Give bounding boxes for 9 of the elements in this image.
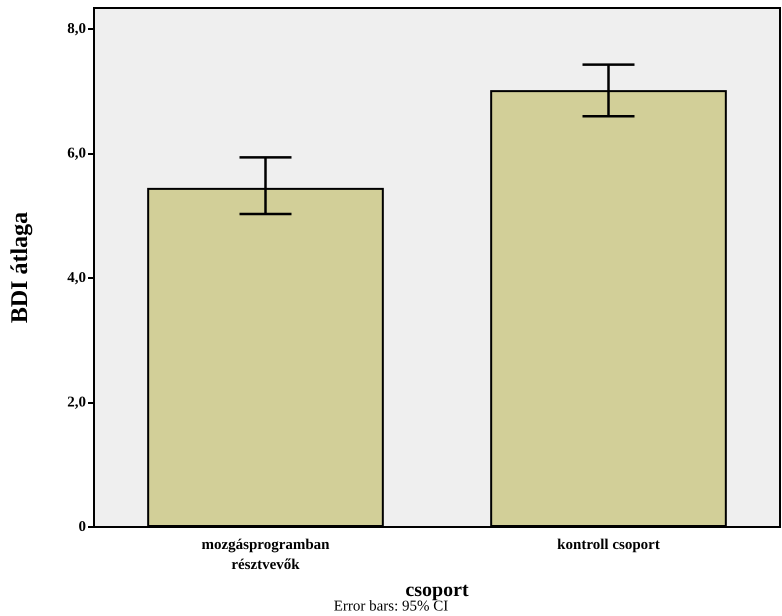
y-tick-label: 4,0: [67, 270, 86, 286]
y-tick-label: 6,0: [67, 146, 86, 162]
x-tick-label: mozgásprogramban résztvevők: [201, 537, 330, 573]
x-tick-label: kontroll csoport: [557, 537, 660, 553]
y-tick-label: 8,0: [67, 21, 86, 38]
y-tick-label: 0: [78, 519, 86, 535]
x-axis-title: csoport: [405, 578, 469, 601]
y-axis-title: BDI átlaga: [7, 212, 33, 324]
y-tick-label: 2,0: [67, 394, 86, 411]
